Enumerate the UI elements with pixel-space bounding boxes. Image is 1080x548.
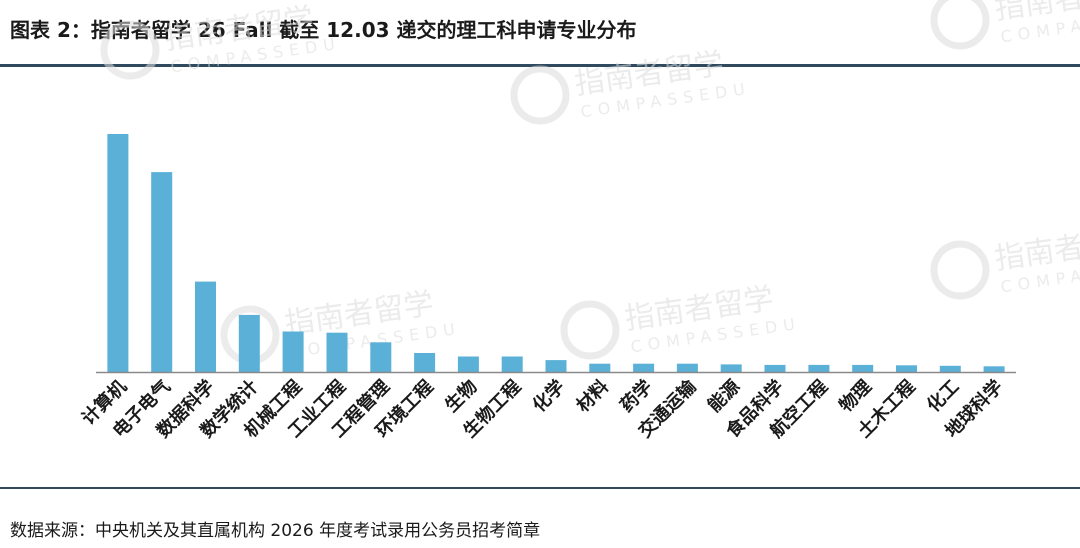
bar-电子电气 [151, 172, 173, 372]
bar-航空工程 [808, 364, 830, 372]
bar-交通运输 [676, 363, 698, 372]
bar-数据科学 [195, 281, 216, 372]
bars-group [107, 134, 1005, 373]
bar-环境工程 [414, 353, 436, 372]
x-tick-labels: 计算机电子电气数据科学数学统计机械工程工业工程工程管理环境工程 生物生物工程 化学材… [77, 375, 1007, 443]
bottom-rule [0, 487, 1080, 489]
bar-食品科学 [764, 364, 786, 372]
bar-化学 [545, 360, 567, 372]
figure-source: 数据来源：中央机关及其直属机构 2026 年度考试录用公务员招考简章 [10, 521, 541, 541]
bar-生物工程 [501, 356, 523, 372]
bar-药学 [633, 363, 655, 372]
bar-化工 [939, 365, 961, 372]
x-tick-label: 材料 [572, 376, 613, 417]
bar-材料 [589, 363, 611, 372]
x-tick-label: 化学 [528, 376, 569, 417]
bar-工程管理 [370, 342, 392, 373]
bar-工业工程 [326, 332, 348, 372]
bar-土木工程 [896, 365, 917, 372]
bar-物理 [852, 364, 874, 372]
bar-数学统计 [238, 314, 260, 372]
bar-生物 [457, 356, 479, 372]
bar-机械工程 [282, 331, 304, 372]
bar-能源 [720, 364, 742, 372]
bar-地球科学 [983, 366, 1005, 372]
bar-计算机 [107, 134, 129, 372]
